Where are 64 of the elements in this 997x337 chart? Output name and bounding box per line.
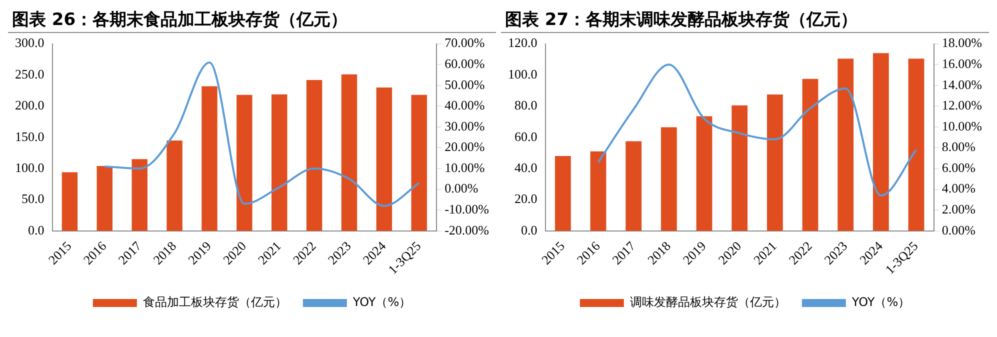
y2-tick-label: 60.00%	[444, 56, 485, 72]
bar	[272, 94, 288, 231]
y2-tick-label: 30.00%	[444, 118, 485, 134]
y-tick-label: 0.0	[521, 222, 538, 238]
bar	[554, 156, 571, 231]
bar	[306, 80, 322, 231]
y-tick-label: 100.0	[508, 66, 538, 82]
bar	[411, 94, 427, 231]
bar	[660, 127, 677, 231]
y2-tick-label: -10.00%	[444, 202, 490, 217]
y2-tick-label: 0.00%	[444, 180, 478, 196]
bar	[732, 105, 748, 231]
line-series	[597, 64, 918, 197]
y2-tick-label: 6.00%	[942, 160, 976, 175]
y-tick-label: 40.0	[514, 160, 538, 175]
y-tick-label: 150.0	[15, 128, 44, 144]
bar	[96, 166, 113, 231]
y-tick-label: 100.0	[15, 160, 44, 175]
y2-tick-label: 10.00%	[942, 118, 982, 134]
bar	[166, 140, 182, 231]
line-series	[104, 62, 420, 207]
legend-label: 调味发酵品板块存货（亿元）	[630, 295, 786, 310]
bar	[908, 58, 924, 231]
y2-tick-label: 70.00%	[444, 35, 485, 50]
y2-tick-label: 40.00%	[444, 98, 485, 113]
y-tick-label: 120.0	[508, 35, 538, 50]
y2-tick-label: -20.00%	[444, 222, 490, 238]
bar	[132, 159, 148, 231]
y2-tick-label: 8.00%	[942, 139, 976, 154]
chart-title: 图表 27：各期末调味发酵品板块存货（亿元）	[501, 8, 989, 33]
y2-tick-label: 4.00%	[942, 180, 976, 196]
bar	[696, 116, 712, 231]
y2-tick-label: 2.00%	[942, 202, 976, 217]
bar	[236, 94, 252, 231]
y-tick-label: 20.0	[514, 191, 538, 206]
y2-tick-label: 50.00%	[444, 76, 485, 92]
bar	[766, 94, 783, 231]
chart-title: 图表 26：各期末食品加工板块存货（亿元）	[8, 8, 496, 33]
bar	[626, 141, 642, 231]
y2-tick-label: 10.00%	[444, 160, 485, 175]
bar	[872, 53, 889, 231]
bar	[341, 74, 358, 231]
bar	[838, 58, 854, 231]
legend-label: YOY（%）	[352, 295, 412, 310]
bar	[802, 78, 818, 231]
y-tick-label: 60.0	[514, 128, 538, 144]
bar	[376, 87, 392, 231]
legend-label: YOY（%）	[850, 295, 910, 310]
y2-tick-label: 18.00%	[942, 35, 982, 50]
y2-tick-label: 14.00%	[942, 76, 982, 92]
legend-label: 食品加工板块存货（亿元）	[142, 295, 287, 310]
y-tick-label: 250.0	[15, 66, 44, 82]
bar	[202, 86, 218, 231]
y2-tick-label: 16.00%	[942, 56, 982, 72]
y2-tick-label: 12.00%	[942, 98, 982, 113]
y-tick-label: 300.0	[15, 35, 44, 50]
y2-tick-label: 20.00%	[444, 139, 485, 154]
y-tick-label: 80.0	[514, 98, 538, 113]
y-tick-label: 50.0	[22, 191, 44, 206]
y2-tick-label: 0.00%	[942, 222, 976, 238]
y-tick-label: 200.0	[15, 98, 44, 113]
y-tick-label: 0.0	[28, 222, 44, 238]
bar	[62, 172, 78, 231]
bar	[590, 151, 606, 231]
